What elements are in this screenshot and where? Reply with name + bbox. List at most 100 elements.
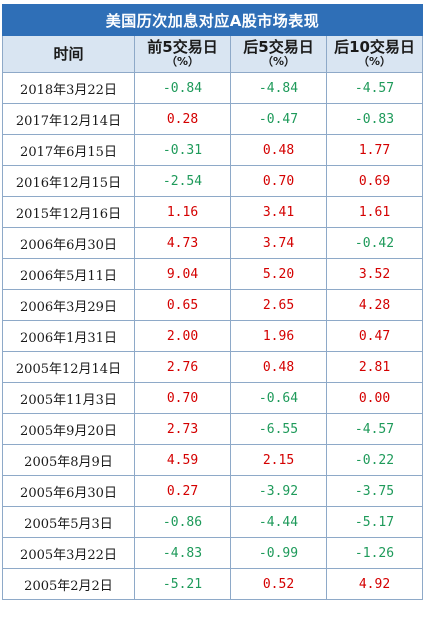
table-row: 2005年3月22日 -4.83 -0.99 -1.26	[2, 537, 423, 569]
post10-cell: 0.69	[326, 165, 423, 197]
date-cell: 2005年8月9日	[2, 444, 135, 476]
date-cell: 2005年9月20日	[2, 413, 135, 445]
post10-cell: 1.77	[326, 134, 423, 166]
post10-cell: 3.52	[326, 258, 423, 290]
post10-cell: 0.00	[326, 382, 423, 414]
post5-cell: -0.47	[230, 103, 327, 135]
header-date-label: 时间	[53, 44, 84, 63]
table-row: 2005年12月14日 2.76 0.48 2.81	[2, 351, 423, 383]
pre5-cell: 1.16	[134, 196, 231, 228]
header-pre5: 前5交易日 （%）	[134, 35, 231, 73]
pre5-cell: 2.73	[134, 413, 231, 445]
header-post5-label: 后5交易日	[243, 38, 314, 56]
header-pre5-label: 前5交易日	[147, 38, 218, 56]
post5-cell: 2.65	[230, 289, 327, 321]
post5-cell: 1.96	[230, 320, 327, 352]
pre5-cell: -0.84	[134, 72, 231, 104]
table-row: 2006年1月31日 2.00 1.96 0.47	[2, 320, 423, 352]
table-row: 2005年2月2日 -5.21 0.52 4.92	[2, 568, 423, 600]
date-cell: 2005年5月3日	[2, 506, 135, 538]
post10-cell: -0.22	[326, 444, 423, 476]
header-post10-unit: （%）	[357, 55, 392, 68]
post10-cell: -4.57	[326, 72, 423, 104]
pre5-cell: -0.86	[134, 506, 231, 538]
date-cell: 2006年1月31日	[2, 320, 135, 352]
date-cell: 2005年6月30日	[2, 475, 135, 507]
header-row: 时间 前5交易日 （%） 后5交易日 （%） 后10交易日 （%）	[2, 35, 423, 73]
table-row: 2006年3月29日 0.65 2.65 4.28	[2, 289, 423, 321]
post5-cell: 5.20	[230, 258, 327, 290]
table-body: 2018年3月22日 -0.84 -4.84 -4.57 2017年12月14日 0.28…	[2, 72, 423, 600]
post10-cell: -1.26	[326, 537, 423, 569]
header-post5: 后5交易日 （%）	[230, 35, 327, 73]
pre5-cell: 0.27	[134, 475, 231, 507]
date-cell: 2018年3月22日	[2, 72, 135, 104]
date-cell: 2006年3月29日	[2, 289, 135, 321]
title-row: 美国历次加息对应A股市场表现	[2, 4, 423, 36]
table-row: 2006年6月30日 4.73 3.74 -0.42	[2, 227, 423, 259]
rate-hike-table-container: 美国历次加息对应A股市场表现 时间 前5交易日 （%） 后5交易日 （%） 后1…	[2, 4, 423, 600]
post5-cell: 3.41	[230, 196, 327, 228]
date-cell: 2005年3月22日	[2, 537, 135, 569]
pre5-cell: 4.59	[134, 444, 231, 476]
post5-cell: 0.48	[230, 351, 327, 383]
date-cell: 2006年6月30日	[2, 227, 135, 259]
table-row: 2017年12月14日 0.28 -0.47 -0.83	[2, 103, 423, 135]
pre5-cell: -0.31	[134, 134, 231, 166]
date-cell: 2017年12月14日	[2, 103, 135, 135]
post10-cell: -5.17	[326, 506, 423, 538]
post5-cell: -4.44	[230, 506, 327, 538]
rate-hike-market-table: 美国历次加息对应A股市场表现 时间 前5交易日 （%） 后5交易日 （%） 后1…	[2, 4, 423, 600]
table-row: 2005年5月3日 -0.86 -4.44 -5.17	[2, 506, 423, 538]
post10-cell: -3.75	[326, 475, 423, 507]
header-pre5-unit: （%）	[165, 55, 200, 68]
header-date: 时间	[2, 35, 135, 73]
post10-cell: 2.81	[326, 351, 423, 383]
post10-cell: 4.92	[326, 568, 423, 600]
post5-cell: 2.15	[230, 444, 327, 476]
post10-cell: -0.42	[326, 227, 423, 259]
date-cell: 2005年2月2日	[2, 568, 135, 600]
pre5-cell: 0.65	[134, 289, 231, 321]
post10-cell: 4.28	[326, 289, 423, 321]
pre5-cell: 2.00	[134, 320, 231, 352]
post5-cell: 0.70	[230, 165, 327, 197]
table-row: 2018年3月22日 -0.84 -4.84 -4.57	[2, 72, 423, 104]
post5-cell: -6.55	[230, 413, 327, 445]
table-row: 2017年6月15日 -0.31 0.48 1.77	[2, 134, 423, 166]
date-cell: 2016年12月15日	[2, 165, 135, 197]
pre5-cell: -2.54	[134, 165, 231, 197]
date-cell: 2005年11月3日	[2, 382, 135, 414]
table-row: 2005年11月3日 0.70 -0.64 0.00	[2, 382, 423, 414]
post5-cell: -4.84	[230, 72, 327, 104]
pre5-cell: 2.76	[134, 351, 231, 383]
date-cell: 2017年6月15日	[2, 134, 135, 166]
post10-cell: 1.61	[326, 196, 423, 228]
pre5-cell: 9.04	[134, 258, 231, 290]
date-cell: 2005年12月14日	[2, 351, 135, 383]
post10-cell: 0.47	[326, 320, 423, 352]
header-post10-label: 后10交易日	[334, 38, 415, 56]
table-row: 2005年9月20日 2.73 -6.55 -4.57	[2, 413, 423, 445]
table-title: 美国历次加息对应A股市场表现	[2, 4, 423, 36]
pre5-cell: 4.73	[134, 227, 231, 259]
pre5-cell: -4.83	[134, 537, 231, 569]
post10-cell: -0.83	[326, 103, 423, 135]
post5-cell: 0.48	[230, 134, 327, 166]
pre5-cell: 0.70	[134, 382, 231, 414]
post5-cell: -0.64	[230, 382, 327, 414]
date-cell: 2006年5月11日	[2, 258, 135, 290]
post10-cell: -4.57	[326, 413, 423, 445]
header-post10: 后10交易日 （%）	[326, 35, 423, 73]
pre5-cell: 0.28	[134, 103, 231, 135]
table-row: 2005年6月30日 0.27 -3.92 -3.75	[2, 475, 423, 507]
post5-cell: 0.52	[230, 568, 327, 600]
pre5-cell: -5.21	[134, 568, 231, 600]
table-row: 2006年5月11日 9.04 5.20 3.52	[2, 258, 423, 290]
table-row: 2016年12月15日 -2.54 0.70 0.69	[2, 165, 423, 197]
post5-cell: 3.74	[230, 227, 327, 259]
header-post5-unit: （%）	[261, 55, 296, 68]
table-row: 2015年12月16日 1.16 3.41 1.61	[2, 196, 423, 228]
post5-cell: -0.99	[230, 537, 327, 569]
date-cell: 2015年12月16日	[2, 196, 135, 228]
